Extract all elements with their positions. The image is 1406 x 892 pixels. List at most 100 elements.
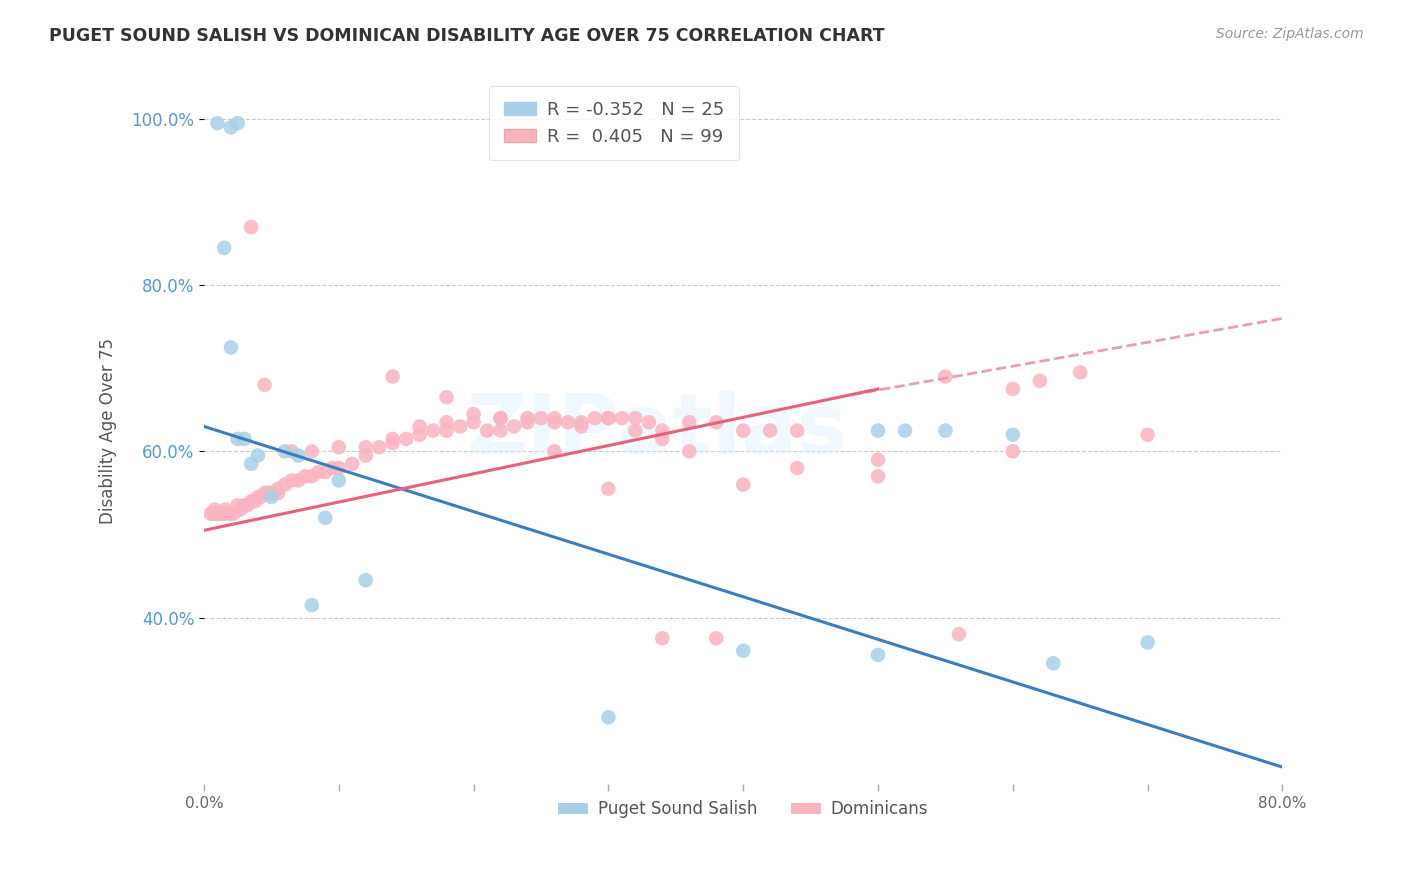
Point [704, 632, 727, 646]
Point [280, 474, 302, 488]
Point [463, 415, 485, 429]
Point [583, 411, 606, 425]
Point [489, 411, 512, 425]
Text: Source: ZipAtlas.com: Source: ZipAtlas.com [1216, 27, 1364, 41]
Point [257, 486, 280, 500]
Point [598, 482, 620, 496]
Text: ZIPatlas: ZIPatlas [467, 390, 848, 471]
Point [222, 507, 245, 521]
Point [1029, 374, 1052, 388]
Point [207, 507, 229, 521]
Point [1136, 635, 1159, 649]
Point [253, 486, 276, 500]
Point [253, 377, 276, 392]
Point [436, 390, 458, 404]
Point [308, 465, 330, 479]
Point [543, 415, 565, 429]
Point [207, 116, 229, 130]
Point [543, 411, 565, 425]
Point [637, 415, 659, 429]
Point [240, 494, 263, 508]
Point [211, 507, 233, 521]
Point [267, 486, 290, 500]
Point [610, 411, 633, 425]
Point [503, 419, 526, 434]
Y-axis label: Disability Age Over 75: Disability Age Over 75 [100, 337, 117, 524]
Point [219, 507, 242, 521]
Point [214, 502, 236, 516]
Point [226, 432, 249, 446]
Point [475, 424, 498, 438]
Point [489, 411, 512, 425]
Point [246, 449, 269, 463]
Point [651, 432, 673, 446]
Point [651, 424, 673, 438]
Point [209, 507, 232, 521]
Point [354, 440, 377, 454]
Point [866, 452, 889, 467]
Point [934, 424, 956, 438]
Point [226, 116, 249, 130]
Point [759, 424, 782, 438]
Point [733, 477, 755, 491]
Point [249, 490, 271, 504]
Point [516, 411, 538, 425]
Point [229, 502, 252, 516]
Point [624, 411, 647, 425]
Point [678, 415, 700, 429]
Point [328, 474, 350, 488]
Point [240, 457, 263, 471]
Point [571, 415, 593, 429]
Point [395, 432, 418, 446]
Point [678, 444, 700, 458]
Point [245, 494, 267, 508]
Point [489, 424, 512, 438]
Point [894, 424, 917, 438]
Point [314, 465, 336, 479]
Point [704, 415, 727, 429]
Point [217, 507, 239, 521]
Point [204, 502, 226, 516]
Point [246, 490, 269, 504]
Point [381, 436, 404, 450]
Point [1001, 444, 1024, 458]
Point [287, 474, 309, 488]
Point [1069, 366, 1091, 380]
Point [598, 710, 620, 724]
Point [202, 507, 225, 521]
Point [543, 444, 565, 458]
Point [1001, 382, 1024, 396]
Point [301, 469, 323, 483]
Point [463, 407, 485, 421]
Point [934, 369, 956, 384]
Point [267, 482, 290, 496]
Point [733, 644, 755, 658]
Point [301, 444, 323, 458]
Point [408, 427, 430, 442]
Legend: Puget Sound Salish, Dominicans: Puget Sound Salish, Dominicans [551, 794, 935, 825]
Point [354, 449, 377, 463]
Point [328, 461, 350, 475]
Point [786, 461, 808, 475]
Point [233, 432, 256, 446]
Point [1042, 657, 1064, 671]
Point [557, 415, 579, 429]
Point [571, 419, 593, 434]
Point [422, 424, 444, 438]
Point [651, 632, 673, 646]
Point [733, 424, 755, 438]
Point [212, 507, 235, 521]
Point [1001, 427, 1024, 442]
Point [287, 449, 309, 463]
Point [436, 415, 458, 429]
Point [260, 486, 283, 500]
Point [516, 415, 538, 429]
Point [381, 369, 404, 384]
Point [260, 490, 283, 504]
Point [219, 120, 242, 135]
Point [205, 507, 228, 521]
Point [280, 444, 302, 458]
Point [301, 598, 323, 612]
Text: PUGET SOUND SALISH VS DOMINICAN DISABILITY AGE OVER 75 CORRELATION CHART: PUGET SOUND SALISH VS DOMINICAN DISABILI… [49, 27, 884, 45]
Point [354, 573, 377, 587]
